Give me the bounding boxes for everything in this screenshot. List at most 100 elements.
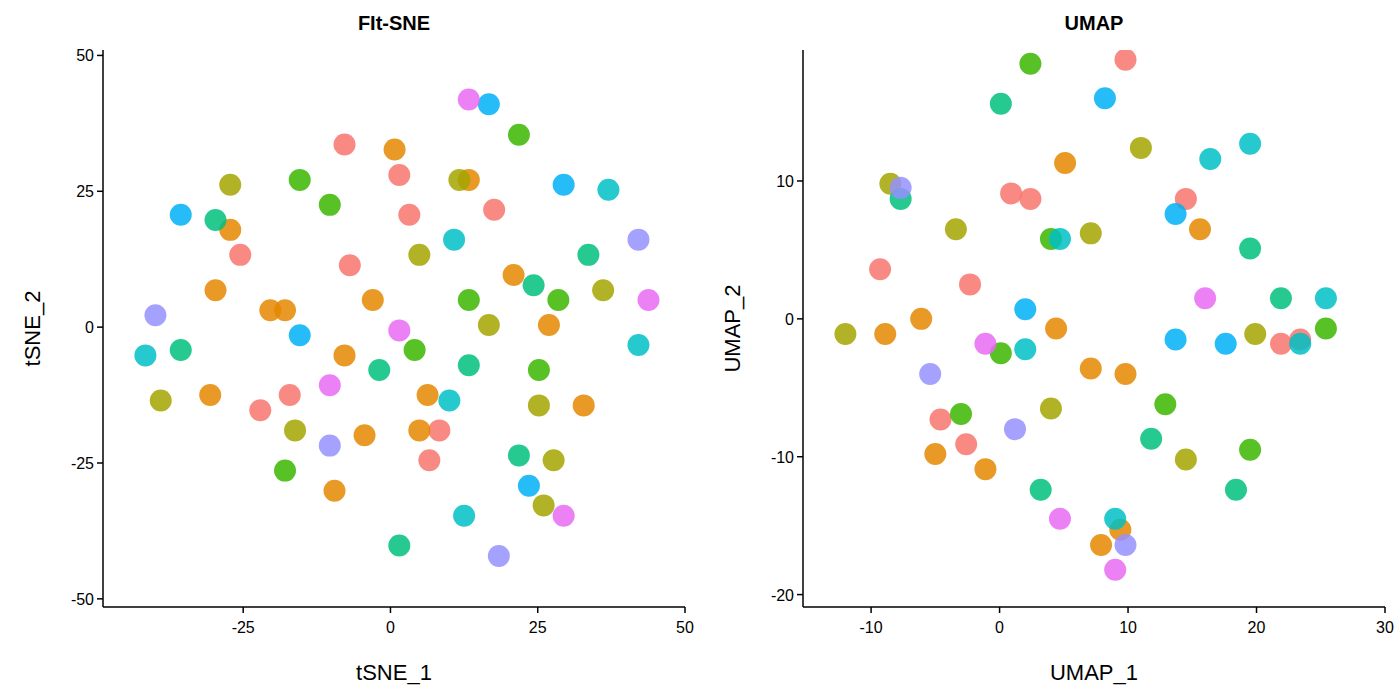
point [448, 169, 470, 191]
point [274, 460, 296, 482]
point [453, 505, 475, 527]
point [284, 419, 306, 441]
point [289, 324, 311, 346]
point [408, 244, 430, 266]
point [458, 354, 480, 376]
point [1104, 508, 1126, 530]
point [458, 88, 480, 110]
point [458, 289, 480, 311]
panel: -100102030-20-10010UMAPUMAP_1UMAP_2 [720, 12, 1394, 685]
point [1289, 333, 1311, 355]
point [508, 124, 530, 146]
point [1080, 357, 1102, 379]
point [508, 444, 530, 466]
point [170, 339, 192, 361]
point [869, 258, 891, 280]
point [428, 419, 450, 441]
point [543, 449, 565, 471]
point [1114, 363, 1136, 385]
point [398, 204, 420, 226]
point [1045, 318, 1067, 340]
x-tick-label: -10 [860, 619, 883, 636]
point [319, 374, 341, 396]
x-tick [870, 607, 872, 613]
y-tick-label: 50 [76, 47, 94, 64]
point [205, 209, 227, 231]
point [443, 229, 465, 251]
point [483, 199, 505, 221]
point [438, 390, 460, 412]
point [1244, 323, 1266, 345]
point [974, 458, 996, 480]
x-tick [390, 607, 392, 613]
y-axis [802, 50, 804, 607]
x-tick-label: 30 [1376, 619, 1394, 636]
y-tick-label: 25 [76, 183, 94, 200]
point [1004, 418, 1026, 440]
point [627, 334, 649, 356]
point [259, 299, 281, 321]
point [553, 505, 575, 527]
x-tick [1256, 607, 1258, 613]
x-axis-label: tSNE_1 [356, 660, 432, 685]
point [959, 273, 981, 295]
y-tick [97, 55, 103, 57]
point [890, 177, 912, 199]
point [388, 535, 410, 557]
point [518, 475, 540, 497]
point [592, 279, 614, 301]
point [134, 344, 156, 366]
point [229, 244, 251, 266]
y-tick-label: 10 [776, 173, 794, 190]
point [417, 384, 439, 406]
point [388, 319, 410, 341]
point [990, 93, 1012, 115]
point [279, 384, 301, 406]
x-axis [803, 606, 1385, 608]
point [289, 169, 311, 191]
y-tick [797, 318, 803, 320]
point [249, 399, 271, 421]
point [1154, 393, 1176, 415]
point [1199, 148, 1221, 170]
point [319, 435, 341, 457]
point [553, 174, 575, 196]
point [974, 333, 996, 355]
point [388, 164, 410, 186]
x-tick-label: 0 [995, 619, 1004, 636]
y-tick-label: 0 [785, 311, 794, 328]
point [910, 308, 932, 330]
point [418, 449, 440, 471]
point [1014, 298, 1036, 320]
point [1049, 508, 1071, 530]
point [199, 384, 221, 406]
point [339, 254, 361, 276]
point [408, 419, 430, 441]
y-tick-label: -10 [771, 449, 794, 466]
point [170, 204, 192, 226]
point [503, 264, 525, 286]
figure: -2502550-50-2502550FIt-SNEtSNE_1tSNE_2-1… [0, 0, 1400, 700]
point [1114, 534, 1136, 556]
point [950, 403, 972, 425]
points [134, 88, 659, 566]
point [1130, 137, 1152, 159]
y-tick [97, 598, 103, 600]
point [354, 424, 376, 446]
point [362, 289, 384, 311]
point [319, 194, 341, 216]
panel: -2502550-50-2502550FIt-SNEtSNE_1tSNE_2 [20, 12, 694, 685]
y-tick-label: 0 [85, 319, 94, 336]
point [573, 394, 595, 416]
x-tick-label: 25 [529, 619, 547, 636]
point [627, 229, 649, 251]
point [924, 443, 946, 465]
y-tick [97, 462, 103, 464]
x-tick [242, 607, 244, 613]
point [1080, 222, 1102, 244]
point [478, 314, 500, 336]
point [1315, 287, 1337, 309]
point [368, 359, 390, 381]
y-tick-label: -20 [771, 587, 794, 604]
point [1019, 53, 1041, 75]
